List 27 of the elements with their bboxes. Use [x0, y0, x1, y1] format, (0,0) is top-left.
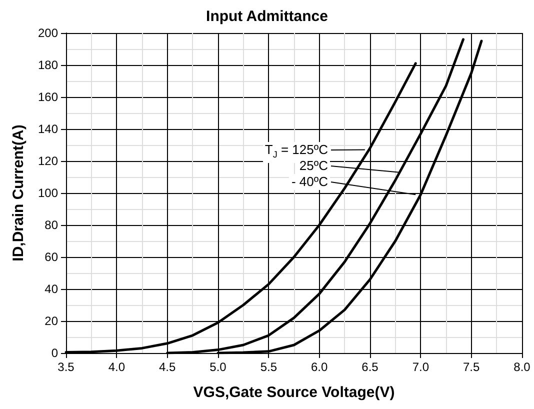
y-tick-label: 140 [38, 122, 58, 136]
x-axis-title: VGS,Gate Source Voltage(V) [193, 384, 395, 401]
y-tick-label: 160 [38, 90, 58, 104]
annotation: T$_{J}$ = 125ºC [264, 142, 328, 160]
x-tick-label: 7.5 [462, 360, 480, 374]
y-tick-label: 20 [44, 314, 58, 328]
annotation: 25ºC [297, 158, 330, 174]
y-axis-title: ID,Drain Current(A) [10, 124, 27, 262]
chart-title: Input Admittance [206, 8, 328, 25]
x-tick-label: 5.5 [260, 360, 278, 374]
y-tick-label: 180 [38, 58, 58, 72]
annotation: - 40ºC [289, 174, 330, 190]
y-tick-label: 60 [44, 250, 58, 264]
x-tick-label: 3.5 [58, 360, 75, 374]
y-tick-label: 200 [38, 26, 58, 40]
y-tick-label: 80 [44, 218, 58, 232]
x-tick-label: 4.0 [108, 360, 126, 374]
x-tick-label: 6.0 [310, 360, 328, 374]
x-tick-label: 4.5 [158, 360, 176, 374]
x-tick-label: 6.5 [362, 360, 379, 374]
y-tick-label: 120 [38, 154, 58, 168]
x-tick-label: 7.0 [412, 360, 430, 374]
x-tick-label: 5.0 [210, 360, 227, 374]
x-tick-label: 8.0 [514, 360, 531, 374]
y-tick-label: 40 [44, 282, 58, 296]
y-tick-label: 0 [51, 346, 58, 360]
y-tick-label: 100 [38, 186, 58, 200]
